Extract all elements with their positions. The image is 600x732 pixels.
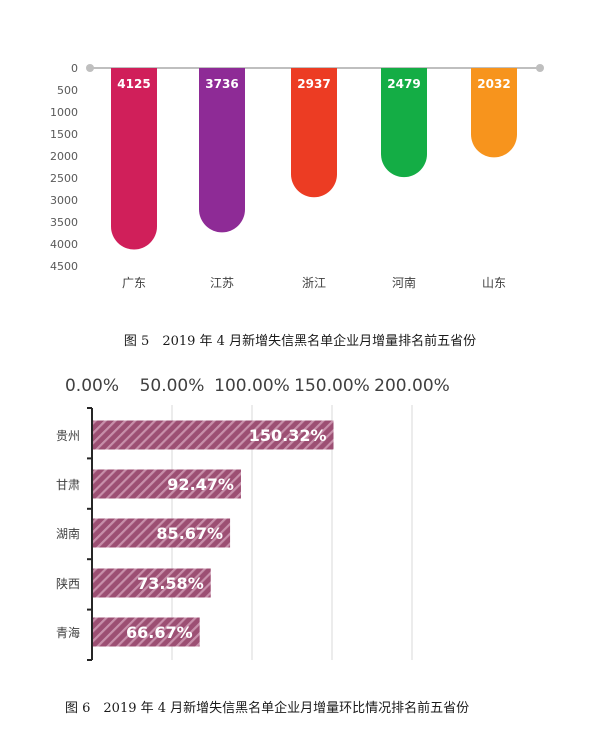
bar bbox=[93, 420, 334, 450]
y-tick-label: 0 bbox=[71, 62, 78, 75]
bar-value-label: 2937 bbox=[297, 77, 330, 91]
category-label: 山东 bbox=[482, 276, 506, 290]
bar-value-label: 150.32% bbox=[249, 426, 327, 445]
axis-end-dot bbox=[86, 64, 94, 72]
y-tick-label: 1500 bbox=[50, 128, 78, 141]
y-tick-label: 1000 bbox=[50, 106, 78, 119]
bar bbox=[291, 68, 337, 198]
bar-value-label: 85.67% bbox=[156, 524, 223, 543]
category-label: 浙江 bbox=[302, 276, 326, 290]
y-tick-label: 3500 bbox=[50, 216, 78, 229]
category-label: 陕西 bbox=[56, 576, 80, 591]
y-tick-label: 4000 bbox=[50, 238, 78, 251]
category-label: 江苏 bbox=[210, 276, 234, 290]
x-tick-label: 50.00% bbox=[140, 376, 205, 396]
bar bbox=[199, 68, 245, 233]
figure5-caption: 图 5 2019 年 4 月新增失信黑名单企业月增量排名前五省份 bbox=[123, 334, 477, 349]
y-tick-label: 500 bbox=[57, 84, 78, 97]
y-tick-label: 3000 bbox=[50, 194, 78, 207]
bar-value-label: 92.47% bbox=[167, 475, 234, 494]
bar-value-label: 2032 bbox=[477, 77, 510, 91]
axis-end-dot bbox=[536, 64, 544, 72]
category-label: 青海 bbox=[56, 625, 80, 640]
category-label: 广东 bbox=[122, 276, 146, 290]
category-label: 河南 bbox=[392, 275, 416, 290]
bar bbox=[471, 68, 517, 158]
bar bbox=[93, 518, 231, 548]
bar-value-label: 2479 bbox=[387, 77, 420, 91]
bar bbox=[111, 68, 157, 250]
bar-value-label: 66.67% bbox=[126, 623, 193, 642]
bar-value-label: 4125 bbox=[117, 77, 150, 91]
bar bbox=[93, 469, 241, 499]
x-tick-label: 200.00% bbox=[374, 376, 450, 396]
chart-top-new-blacklist-provinces: 0 500 1000 1500 2000 2500 3000 3500 4000 4500 4125… bbox=[50, 62, 544, 290]
category-label: 甘肃 bbox=[56, 478, 80, 492]
y-tick-label: 2500 bbox=[50, 172, 78, 185]
bar bbox=[93, 617, 200, 647]
bar-value-label: 73.58% bbox=[137, 574, 204, 593]
x-tick-label: 100.00% bbox=[214, 376, 290, 396]
bar-value-label: 3736 bbox=[205, 77, 238, 91]
chart-top-growth-rate-provinces: 0.00% 50.00% 100.00% 150.00% 200.00% 150.32% 贵… bbox=[56, 376, 450, 661]
bar bbox=[93, 568, 211, 598]
bar bbox=[381, 68, 427, 178]
figure6-caption: 图 6 2019 年 4 月新增失信黑名单企业月增量环比情况排名前五省份 bbox=[65, 701, 470, 716]
x-tick-label: 0.00% bbox=[65, 376, 119, 396]
y-tick-label: 2000 bbox=[50, 150, 78, 163]
category-label: 湖南 bbox=[56, 526, 80, 541]
x-tick-label: 150.00% bbox=[294, 376, 370, 396]
y-tick-label: 4500 bbox=[50, 260, 78, 273]
category-label: 贵州 bbox=[56, 429, 80, 443]
